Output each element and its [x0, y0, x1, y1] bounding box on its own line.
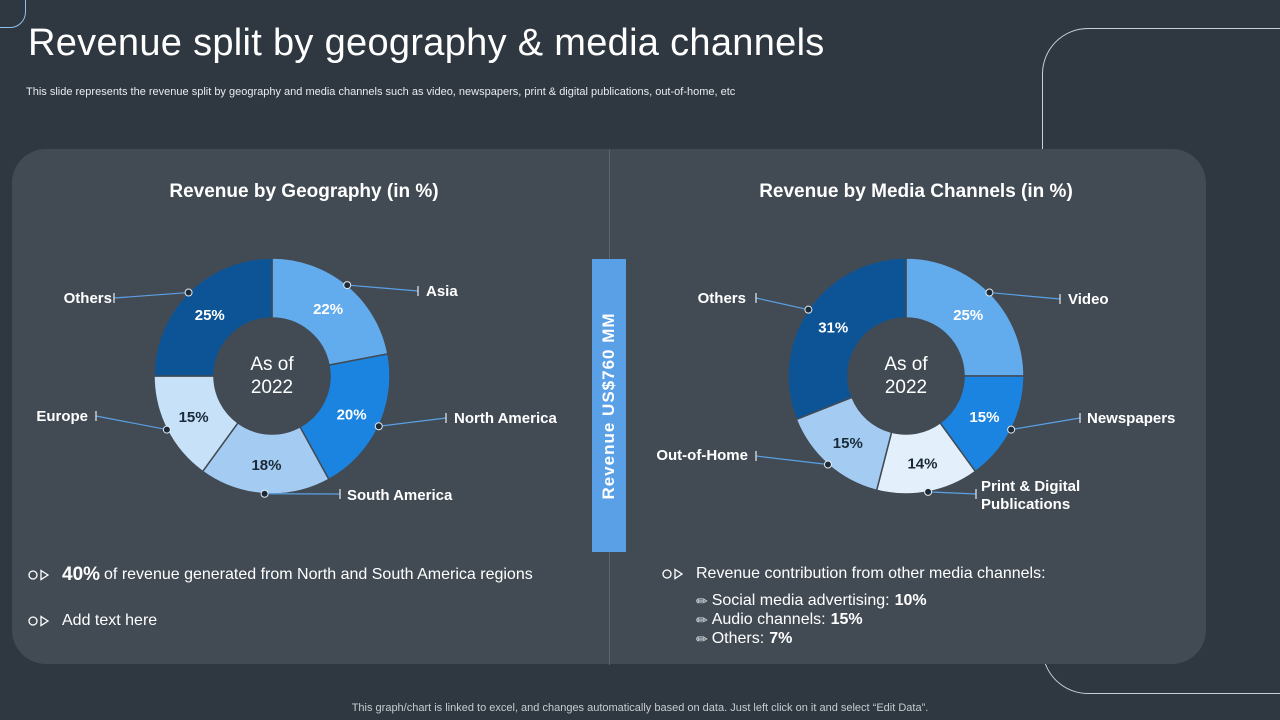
bullet-text: of revenue generated from North and Sout…	[104, 566, 533, 583]
circle-arrow-icon	[662, 568, 684, 580]
sub-list-item: ✏ Others: 7%	[696, 630, 792, 648]
slice-value-label: 15%	[833, 435, 863, 452]
center-label-line: As of	[250, 354, 294, 375]
callout-dot	[260, 489, 269, 498]
category-label: Print & Digital Publications	[981, 478, 1080, 513]
sub-item-value: 7%	[769, 630, 793, 647]
sub-list-item: ✏ Social media advertising: 10%	[696, 592, 927, 610]
total-revenue-label: Revenue US$760 MM	[599, 312, 618, 500]
category-label: Others	[64, 290, 112, 307]
slice-value-label: 31%	[818, 320, 848, 337]
slice-value-label: 20%	[337, 406, 367, 423]
slide-title: Revenue split by geography & media chann…	[28, 22, 825, 64]
sub-item-value: 15%	[830, 611, 863, 628]
category-label: Asia	[426, 283, 458, 300]
sub-item-label: Social media advertising:	[711, 592, 890, 609]
callout-dot	[924, 487, 933, 496]
slice-value-label: 15%	[969, 409, 999, 426]
category-label-line: Asia	[426, 283, 458, 300]
bullet-item: Add text here	[28, 612, 157, 630]
bullet-highlight: 40%	[62, 564, 101, 585]
callout-dot	[162, 425, 171, 434]
category-label-line: North America	[454, 410, 557, 427]
callout-line	[1011, 417, 1081, 431]
category-label: South America	[347, 487, 453, 504]
callout-dot	[1007, 425, 1016, 434]
donut-slice	[298, 353, 391, 481]
callout-line	[113, 291, 189, 299]
callout-line	[755, 455, 829, 466]
footnote: This graph/chart is linked to excel, and…	[351, 702, 929, 714]
bullet-item: 40% of revenue generated from North and …	[28, 564, 533, 586]
callout-dot	[985, 288, 994, 297]
category-label: North America	[454, 410, 557, 427]
circle-arrow-icon	[28, 615, 50, 627]
category-label: Video	[1068, 291, 1109, 308]
slice-value-label: 25%	[195, 307, 225, 324]
callout-line	[755, 297, 809, 311]
sub-item-label: Others:	[711, 630, 765, 647]
category-label-line: Others	[698, 290, 746, 307]
category-label: Others	[698, 290, 746, 307]
circle-arrow-icon	[28, 569, 50, 581]
slice-value-label: 25%	[953, 307, 983, 324]
callout-line	[95, 415, 167, 431]
callout-line	[378, 417, 447, 427]
slice-value-label: 15%	[179, 409, 209, 426]
sub-list-item: ✏ Audio channels: 15%	[696, 611, 863, 629]
sub-item-label: Audio channels:	[711, 611, 826, 628]
center-label-line: As of	[884, 354, 928, 375]
bullet-text[interactable]: Add text here	[62, 612, 158, 629]
slide-subtitle: This slide represents the revenue split …	[26, 86, 736, 98]
media-center-label: As of 2022	[856, 353, 956, 399]
category-label-line: Newspapers	[1087, 410, 1175, 427]
donut-slice	[271, 257, 389, 367]
slice-value-label: 22%	[313, 301, 343, 318]
callout-line	[989, 291, 1061, 300]
callout-dot	[343, 281, 352, 290]
callout-dot	[184, 288, 193, 297]
donut-slice	[787, 257, 907, 421]
callout-line	[347, 284, 419, 292]
pencil-icon: ✏	[696, 592, 708, 609]
category-label-line: Out-of-Home	[656, 447, 748, 464]
callout-dot	[823, 460, 832, 469]
callout-line	[928, 491, 977, 495]
slice-value-label: 14%	[907, 455, 937, 472]
total-revenue-bar	[592, 259, 626, 552]
media-chart-title: Revenue by Media Channels (in %)	[759, 181, 1073, 202]
category-label-line: South America	[347, 487, 453, 504]
category-label-line: Publications	[981, 496, 1070, 513]
slice-value-label: 18%	[251, 457, 281, 474]
geography-center-label: As of 2022	[222, 353, 322, 399]
category-label-line: Others	[64, 290, 112, 307]
category-label: Out-of-Home	[656, 447, 748, 464]
pencil-icon: ✏	[696, 630, 708, 647]
category-label: Europe	[36, 408, 88, 425]
category-label-line: Video	[1068, 291, 1109, 308]
center-label-line: 2022	[884, 377, 928, 398]
center-label-line: 2022	[250, 377, 294, 398]
pencil-icon: ✏	[696, 611, 708, 628]
category-label-line: Europe	[36, 408, 88, 425]
donut-slice	[905, 257, 1025, 377]
category-label-line: Print & Digital	[981, 478, 1080, 495]
sub-item-value: 10%	[894, 592, 927, 609]
donut-slice	[153, 257, 273, 377]
callout-dot	[804, 305, 813, 314]
bullet-item: Revenue contribution from other media ch…	[662, 565, 1046, 583]
category-label: Newspapers	[1087, 410, 1175, 427]
callout-dot	[374, 422, 383, 431]
geography-chart-title: Revenue by Geography (in %)	[169, 181, 439, 202]
bullet-text: Revenue contribution from other media ch…	[696, 565, 1046, 582]
